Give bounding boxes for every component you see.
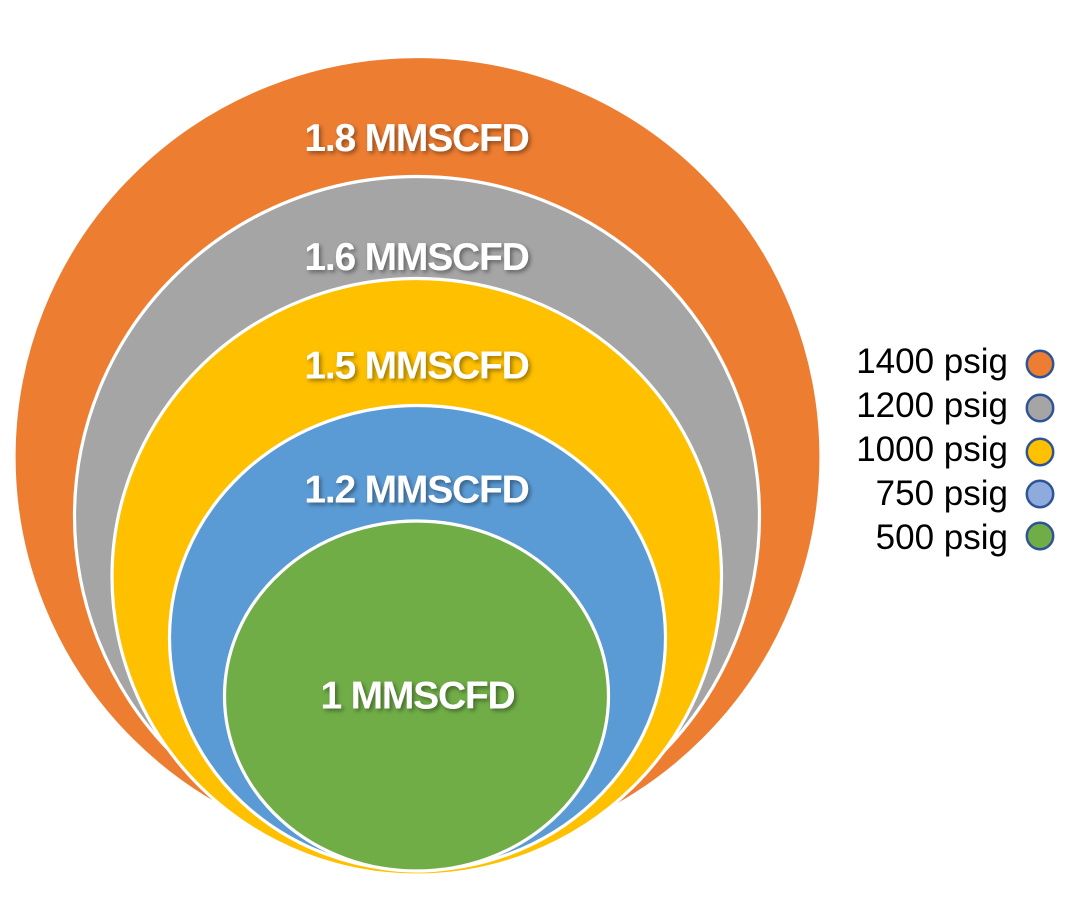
svg-text:750 psig: 750 psig bbox=[876, 474, 1008, 513]
svg-text:1.5 MMSCFD: 1.5 MMSCFD bbox=[304, 345, 528, 388]
svg-text:1.6 MMSCFD: 1.6 MMSCFD bbox=[304, 236, 528, 279]
svg-text:1.8 MMSCFD: 1.8 MMSCFD bbox=[304, 117, 528, 160]
svg-text:1.2 MMSCFD: 1.2 MMSCFD bbox=[304, 469, 528, 512]
svg-text:1 MMSCFD: 1 MMSCFD bbox=[320, 675, 514, 718]
svg-text:500 psig: 500 psig bbox=[876, 518, 1008, 557]
svg-text:1200 psig: 1200 psig bbox=[856, 386, 1008, 425]
svg-text:1000 psig: 1000 psig bbox=[856, 430, 1008, 469]
svg-text:1400 psig: 1400 psig bbox=[856, 342, 1008, 381]
